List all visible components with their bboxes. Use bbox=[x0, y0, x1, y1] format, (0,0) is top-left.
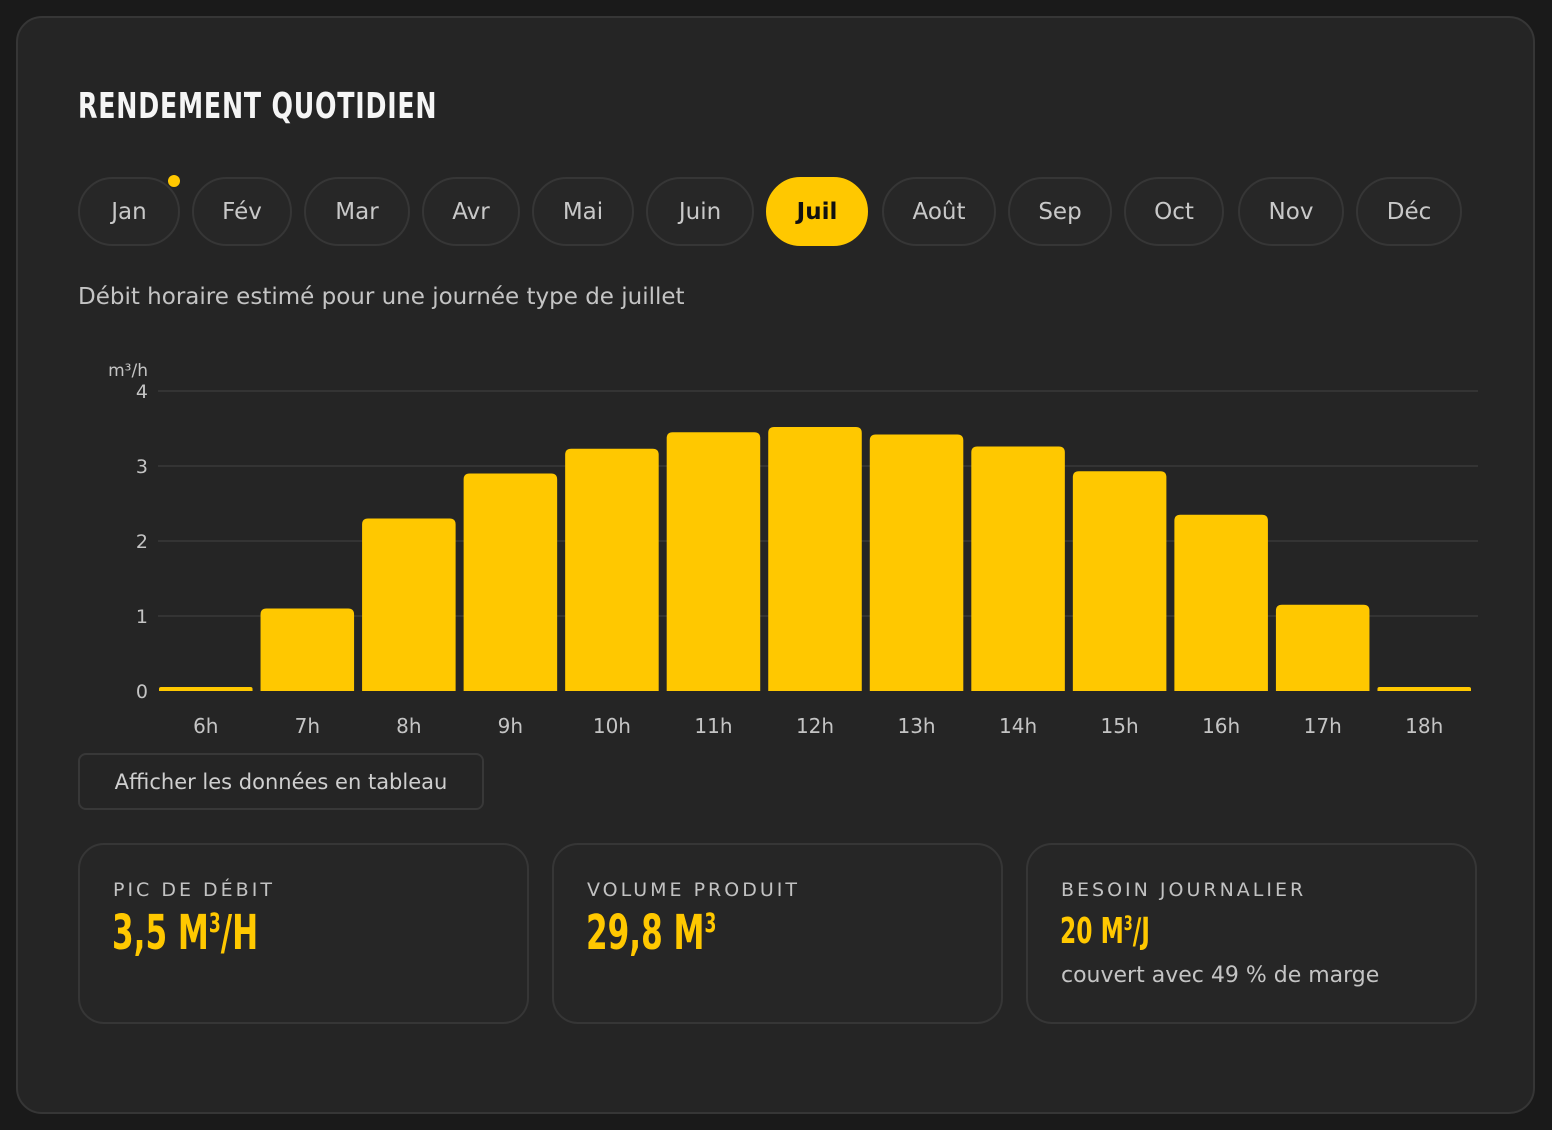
bar-18h bbox=[1377, 687, 1471, 691]
month-label: Oct bbox=[1154, 198, 1194, 225]
month-label: Sep bbox=[1038, 198, 1082, 225]
x-tick-label: 12h bbox=[796, 714, 834, 738]
chart-subtitle: Débit horaire estimé pour une journée ty… bbox=[78, 284, 685, 310]
bar-7h bbox=[260, 608, 355, 691]
stat-value: 3,5 M3/H bbox=[112, 905, 259, 961]
stat-note: couvert avec 49 % de marge bbox=[1061, 963, 1380, 988]
stat-label: VOLUME PRODUIT bbox=[587, 879, 800, 901]
y-tick-label: 3 bbox=[136, 456, 148, 478]
x-tick-label: 18h bbox=[1405, 714, 1443, 738]
month-label: Déc bbox=[1386, 198, 1432, 225]
x-tick-label: 15h bbox=[1101, 714, 1139, 738]
month-label: Mar bbox=[335, 198, 379, 225]
x-tick-label: 8h bbox=[396, 714, 421, 738]
stat-label: BESOIN JOURNALIER bbox=[1061, 879, 1307, 901]
stat-label: PIC DE DÉBIT bbox=[113, 879, 275, 901]
stat-value: 20 M3/J bbox=[1060, 911, 1150, 952]
month-label: Mai bbox=[562, 198, 604, 225]
stat-peak-flow: PIC DE DÉBIT 3,5 M3/H bbox=[78, 843, 529, 1024]
month-label: Fév bbox=[222, 198, 262, 225]
month-marker-dot bbox=[168, 175, 180, 187]
y-tick-label: 4 bbox=[136, 381, 148, 403]
month-sep[interactable]: Sep bbox=[1008, 177, 1112, 246]
x-tick-label: 6h bbox=[193, 714, 218, 738]
month-mar[interactable]: Mar bbox=[304, 177, 410, 246]
month-label: Juil bbox=[796, 198, 838, 225]
month-label: Août bbox=[912, 198, 966, 225]
x-tick-label: 10h bbox=[593, 714, 631, 738]
bar-12h bbox=[768, 427, 862, 691]
hourly-flow-chart: m³/h 0 1 2 3 4 6h 7h 8h 9h 10h 11h 12h 13h 14h 15h 16h 17… bbox=[108, 361, 1478, 738]
bar-11h bbox=[666, 432, 761, 691]
month-label: Nov bbox=[1268, 198, 1314, 225]
month-apr[interactable]: Avr bbox=[422, 177, 520, 246]
show-table-button[interactable]: Afficher les données en tableau bbox=[78, 753, 484, 810]
month-label: Jan bbox=[111, 198, 147, 225]
y-tick-label: 0 bbox=[136, 681, 148, 703]
bar-16h bbox=[1174, 514, 1268, 691]
card-title: RENDEMENT QUOTIDIEN bbox=[78, 86, 438, 127]
month-oct[interactable]: Oct bbox=[1124, 177, 1224, 246]
daily-yield-card: RENDEMENT QUOTIDIEN Jan Fév Mar Avr Mai … bbox=[16, 16, 1535, 1114]
stat-volume-produced: VOLUME PRODUIT 29,8 M3 bbox=[552, 843, 1003, 1024]
x-tick-label: 17h bbox=[1304, 714, 1342, 738]
month-nov[interactable]: Nov bbox=[1238, 177, 1344, 246]
bar-9h bbox=[463, 473, 558, 691]
stat-value: 29,8 M3 bbox=[586, 905, 717, 961]
month-jan[interactable]: Jan bbox=[78, 175, 180, 246]
month-aug[interactable]: Août bbox=[882, 177, 996, 246]
x-tick-label: 16h bbox=[1202, 714, 1240, 738]
bar-14h bbox=[971, 446, 1065, 691]
month-feb[interactable]: Fév bbox=[192, 177, 292, 246]
month-dec[interactable]: Déc bbox=[1356, 177, 1462, 246]
bar-10h bbox=[565, 448, 659, 691]
x-tick-label: 9h bbox=[498, 714, 523, 738]
bar-6h bbox=[159, 687, 253, 691]
month-label: Juin bbox=[678, 198, 722, 225]
month-jul[interactable]: Juil bbox=[766, 177, 868, 246]
x-tick-label: 11h bbox=[694, 714, 732, 738]
bar-17h bbox=[1275, 604, 1370, 691]
bar-15h bbox=[1072, 471, 1167, 691]
x-tick-label: 7h bbox=[295, 714, 320, 738]
bar-13h bbox=[869, 434, 964, 691]
x-tick-label: 13h bbox=[897, 714, 935, 738]
y-tick-label: 2 bbox=[136, 531, 148, 553]
y-axis-unit-label: m³/h bbox=[108, 361, 148, 381]
month-jun[interactable]: Juin bbox=[646, 177, 754, 246]
stat-daily-need: BESOIN JOURNALIER 20 M3/J couvert avec 4… bbox=[1026, 843, 1477, 1024]
month-may[interactable]: Mai bbox=[532, 177, 634, 246]
y-tick-label: 1 bbox=[136, 606, 148, 628]
bar-8h bbox=[362, 518, 456, 691]
month-label: Avr bbox=[452, 198, 490, 225]
x-tick-label: 14h bbox=[999, 714, 1037, 738]
